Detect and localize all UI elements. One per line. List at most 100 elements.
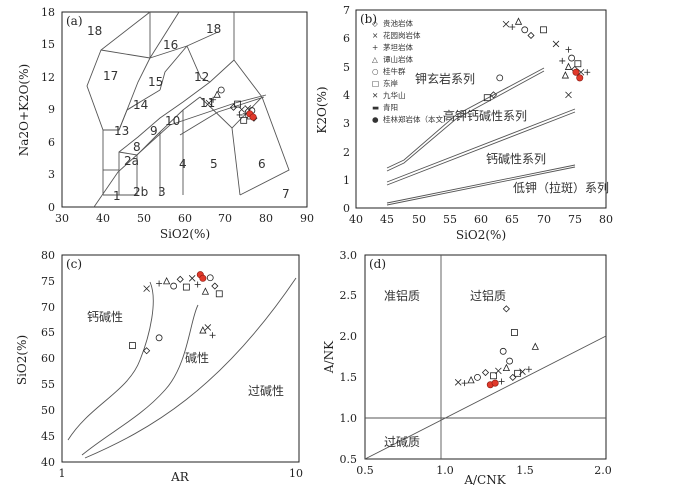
field-label-13: 13: [114, 124, 129, 138]
data-point: [204, 324, 212, 331]
c-ytick: 50: [41, 404, 55, 417]
field-label-15: 15: [148, 75, 163, 89]
field-label-calcalkaline: 钙碱性: [87, 310, 123, 324]
panel-b-label: (b): [360, 12, 377, 26]
data-point: [467, 375, 475, 384]
a-ytick: 12: [41, 71, 55, 84]
panel-d-frame: [364, 254, 607, 460]
b-xtick: 65: [505, 213, 519, 226]
data-point: [531, 342, 539, 350]
data-point: [552, 40, 560, 48]
field-label-7: 7: [282, 187, 290, 201]
b-ytick: 3: [343, 117, 350, 130]
data-point: [527, 31, 535, 40]
b-xtick: 60: [474, 213, 488, 226]
c-xtick: 10: [289, 467, 303, 480]
legend-entry: 桂牛群: [383, 66, 406, 76]
c-ytick: 65: [41, 326, 55, 339]
data-point: [574, 60, 582, 68]
field-label-4: 4: [179, 157, 187, 171]
panel-a: (a) 1 2a: [17, 6, 314, 241]
field-label-1: 1: [113, 189, 121, 203]
legend-entry: 东岸: [383, 78, 398, 88]
field-label-metaluminous: 准铝质: [384, 288, 420, 303]
c-ytick: 60: [41, 352, 55, 365]
a-xtick: 80: [259, 212, 273, 225]
data-point: [540, 26, 547, 34]
b-ytick: 5: [343, 61, 350, 74]
panel-b-points: [483, 17, 591, 102]
legend-entry: 茅坦岩体: [383, 42, 413, 52]
panel-b-series-boundaries: [386, 67, 576, 206]
data-point: [234, 100, 241, 108]
d-ytick: 3.0: [340, 249, 358, 262]
c-ytick: 40: [41, 456, 55, 469]
data-point: [514, 17, 523, 25]
data-point: [129, 342, 136, 349]
data-point: [176, 275, 184, 283]
field-label-alkaline: 碱性: [185, 351, 209, 365]
d-xtick: 0.5: [356, 464, 374, 477]
field-label-3: 3: [158, 185, 166, 199]
field-label-peraluminous: 过铝质: [470, 288, 506, 303]
data-point: [201, 287, 210, 295]
c-ytick: 45: [41, 430, 55, 443]
data-point: [213, 90, 221, 98]
legend-entry: 九华山: [383, 90, 406, 100]
panel-d-xlabel: A/CNK: [463, 473, 506, 487]
data-point: [209, 332, 216, 339]
panel-c-yticks: 40 45 50 55 60 65 70 75 80: [41, 249, 55, 469]
b-xtick: 55: [443, 213, 457, 226]
data-point: [506, 357, 514, 365]
highlight-point: [199, 274, 207, 282]
panel-a-xticks: 30 40 50 60 70 80 90: [55, 212, 314, 225]
b-ytick: 2: [343, 146, 350, 159]
panel-d-xticks: 0.5 1.0 1.5 2.0: [356, 464, 612, 477]
data-point: [565, 46, 572, 53]
panel-c-label: (c): [66, 257, 82, 271]
data-point: [143, 285, 150, 292]
series-label-lowk: 低钾（拉斑）系列: [513, 180, 609, 195]
b-xtick: 80: [599, 213, 613, 226]
legend-entry: 桂林郑岩体（本文）: [383, 114, 451, 124]
highlight-point: [249, 113, 257, 121]
legend-entry: 谭山岩体: [383, 54, 413, 64]
legend-entry: 花园岗岩体: [383, 30, 421, 40]
data-point: [229, 103, 238, 111]
data-point: [194, 281, 201, 288]
data-point: [499, 347, 507, 355]
panel-d-ylabel: A/NK: [322, 340, 336, 374]
b-xtick: 45: [380, 213, 394, 226]
panel-c: (c) 钙碱性 碱性 过碱性 1 10 40 45 50 55 60 65 70…: [15, 249, 303, 484]
a-ytick: 3: [48, 168, 55, 181]
panel-c-xticks: 1 10: [59, 467, 304, 480]
panel-a-frame: [61, 11, 308, 208]
panel-b-yticks: 0 1 2 3 4 5 6 7: [343, 4, 350, 215]
c-ytick: 80: [41, 249, 55, 262]
c-ytick: 55: [41, 378, 55, 391]
data-point: [156, 280, 163, 287]
highlight-point: [572, 68, 580, 76]
legend-symbol: +: [372, 43, 378, 52]
highlight-point: [491, 379, 499, 387]
data-point: [514, 369, 522, 377]
panel-a-ylabel: Na2O+K2O(%): [17, 64, 31, 156]
c-ytick: 75: [41, 275, 55, 288]
legend-symbol: ●: [372, 115, 379, 124]
legend-symbol: △: [372, 55, 378, 64]
d-ytick: 1.5: [340, 371, 358, 384]
data-point: [238, 106, 245, 113]
a-xtick: 30: [55, 212, 69, 225]
field-label-9: 9: [150, 124, 158, 138]
series-label-calcalkaline: 钙碱性系列: [486, 152, 546, 166]
field-label-2b: 2b: [133, 185, 148, 199]
data-point: [474, 373, 481, 381]
b-ytick: 4: [343, 89, 350, 102]
panel-a-xlabel: SiO2(%): [160, 227, 210, 241]
d-ytick: 0.5: [340, 453, 358, 466]
panel-b-frame: [355, 9, 607, 209]
b-ytick: 7: [343, 4, 350, 17]
data-point: [490, 372, 497, 380]
data-point: [170, 282, 178, 290]
data-point: [162, 276, 171, 285]
